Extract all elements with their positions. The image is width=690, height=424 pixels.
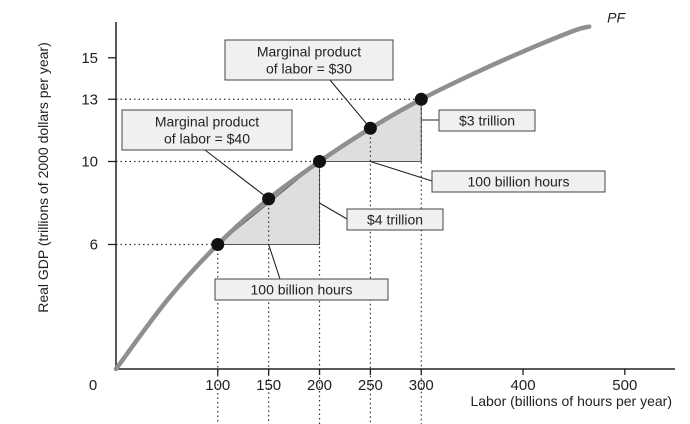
x-tick-label-200: 200 — [307, 377, 332, 394]
annotation-box-h1 — [214, 278, 389, 301]
pf-curve-label: PF — [607, 10, 626, 26]
y-axis-title: Real GDP (trillions of 2000 dollars per … — [35, 42, 51, 313]
origin-label: 0 — [89, 377, 97, 394]
x-axis-title: Labor (billions of hours per year) — [470, 393, 672, 409]
data-point-1 — [211, 238, 225, 251]
annotation-text-mp30-1: Marginal product — [257, 44, 361, 60]
x-tick-label-400: 400 — [511, 377, 536, 394]
pf-curve — [113, 24, 592, 372]
annotation-text-mp40-2: of labor = $40 — [164, 131, 250, 147]
data-point-3 — [313, 155, 327, 168]
annotation-text-h2-1: 100 billion hours — [468, 174, 570, 190]
x-tick-label-300: 300 — [409, 377, 434, 394]
annotations-layer — [121, 39, 606, 301]
annotation-box-t3 — [438, 109, 536, 132]
annotation-text-h1-1: 100 billion hours — [251, 282, 353, 298]
annotation-box-mp40 — [121, 109, 293, 151]
annotation-box-t4 — [346, 208, 444, 231]
x-tick-label-100: 100 — [205, 377, 230, 394]
points-layer — [211, 92, 428, 251]
annotation-text-mp30-2: of labor = $30 — [266, 61, 352, 77]
annotation-text-t3-1: $3 trillion — [459, 113, 515, 129]
y-tick-label-6: 6 — [90, 237, 98, 254]
leader-line-mp40 — [204, 149, 269, 200]
y-tick-label-15: 15 — [81, 50, 98, 67]
leader-line-h2 — [370, 160, 433, 182]
data-point-2 — [262, 192, 276, 206]
annotation-box-mp30 — [224, 39, 394, 81]
y-tick-label-10: 10 — [81, 154, 98, 171]
leader-line-mp30 — [329, 79, 371, 129]
annotation-text-mp40-1: Marginal product — [155, 114, 259, 130]
x-tick-label-150: 150 — [256, 377, 281, 394]
curve-layer: PF — [113, 10, 627, 372]
leader-line-t4 — [319, 202, 348, 220]
data-point-5 — [414, 92, 428, 106]
x-tick-label-500: 500 — [612, 377, 637, 394]
annotation-box-h2 — [431, 170, 606, 193]
data-point-4 — [363, 121, 377, 135]
leader-lines-layer — [204, 79, 439, 280]
axes-layer: 6 10 13 15 100 150 200 250 300 400 500 0 Labor (bill… — [35, 22, 675, 409]
x-tick-label-250: 250 — [358, 377, 383, 394]
y-tick-label-13: 13 — [81, 91, 98, 108]
annotation-text-t4-1: $4 trillion — [367, 212, 423, 228]
leader-line-h1 — [268, 244, 281, 280]
